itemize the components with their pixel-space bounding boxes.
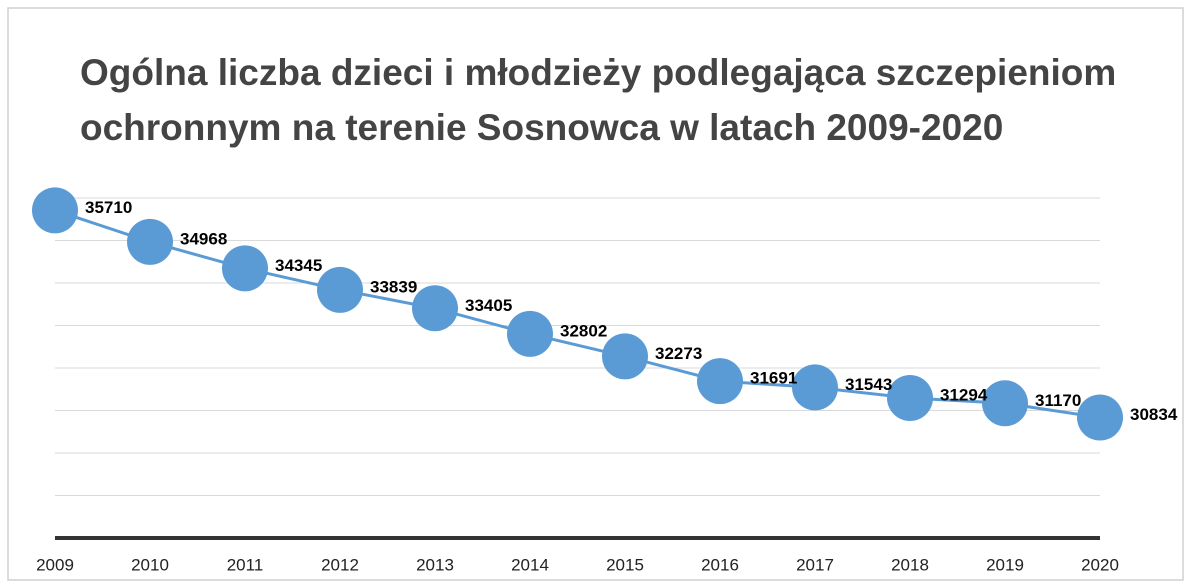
data-point — [32, 187, 78, 234]
data-label: 32802 — [560, 321, 607, 340]
data-point — [887, 375, 933, 422]
data-point — [507, 310, 553, 357]
data-point — [982, 380, 1028, 427]
data-point — [602, 333, 648, 380]
data-point — [127, 218, 173, 265]
x-tick-label: 2019 — [986, 555, 1024, 574]
x-tick-label: 2014 — [511, 555, 549, 574]
data-label: 31543 — [845, 375, 892, 394]
data-label: 33839 — [370, 277, 417, 296]
data-label: 30834 — [1130, 405, 1178, 424]
data-label: 33405 — [465, 296, 512, 315]
x-tick-label: 2010 — [131, 555, 169, 574]
data-label: 31294 — [940, 385, 988, 404]
x-tick-label: 2017 — [796, 555, 834, 574]
chart-title: Ogólna liczba dzieci i młodzieży podlega… — [80, 52, 1116, 93]
data-point — [317, 266, 363, 313]
data-point — [792, 364, 838, 411]
x-tick-label: 2016 — [701, 555, 739, 574]
x-tick-label: 2015 — [606, 555, 644, 574]
data-label: 31691 — [750, 369, 797, 388]
data-label: 31170 — [1035, 391, 1081, 410]
chart-title: ochronnym na terenie Sosnowca w latach 2… — [80, 107, 1003, 148]
x-tick-label: 2009 — [36, 555, 74, 574]
chart-frame — [7, 7, 1184, 581]
x-tick-label: 2012 — [321, 555, 359, 574]
x-tick-label: 2013 — [416, 555, 454, 574]
data-label: 34345 — [275, 256, 322, 275]
data-point — [697, 358, 743, 405]
data-label: 34968 — [180, 229, 227, 248]
x-tick-label: 2020 — [1081, 555, 1119, 574]
data-label: 32273 — [655, 344, 702, 363]
data-point — [412, 285, 458, 332]
data-label: 35710 — [85, 198, 132, 217]
data-point — [1077, 394, 1123, 441]
x-tick-label: 2011 — [227, 555, 264, 574]
x-tick-label: 2018 — [891, 555, 929, 574]
data-point — [222, 245, 268, 292]
